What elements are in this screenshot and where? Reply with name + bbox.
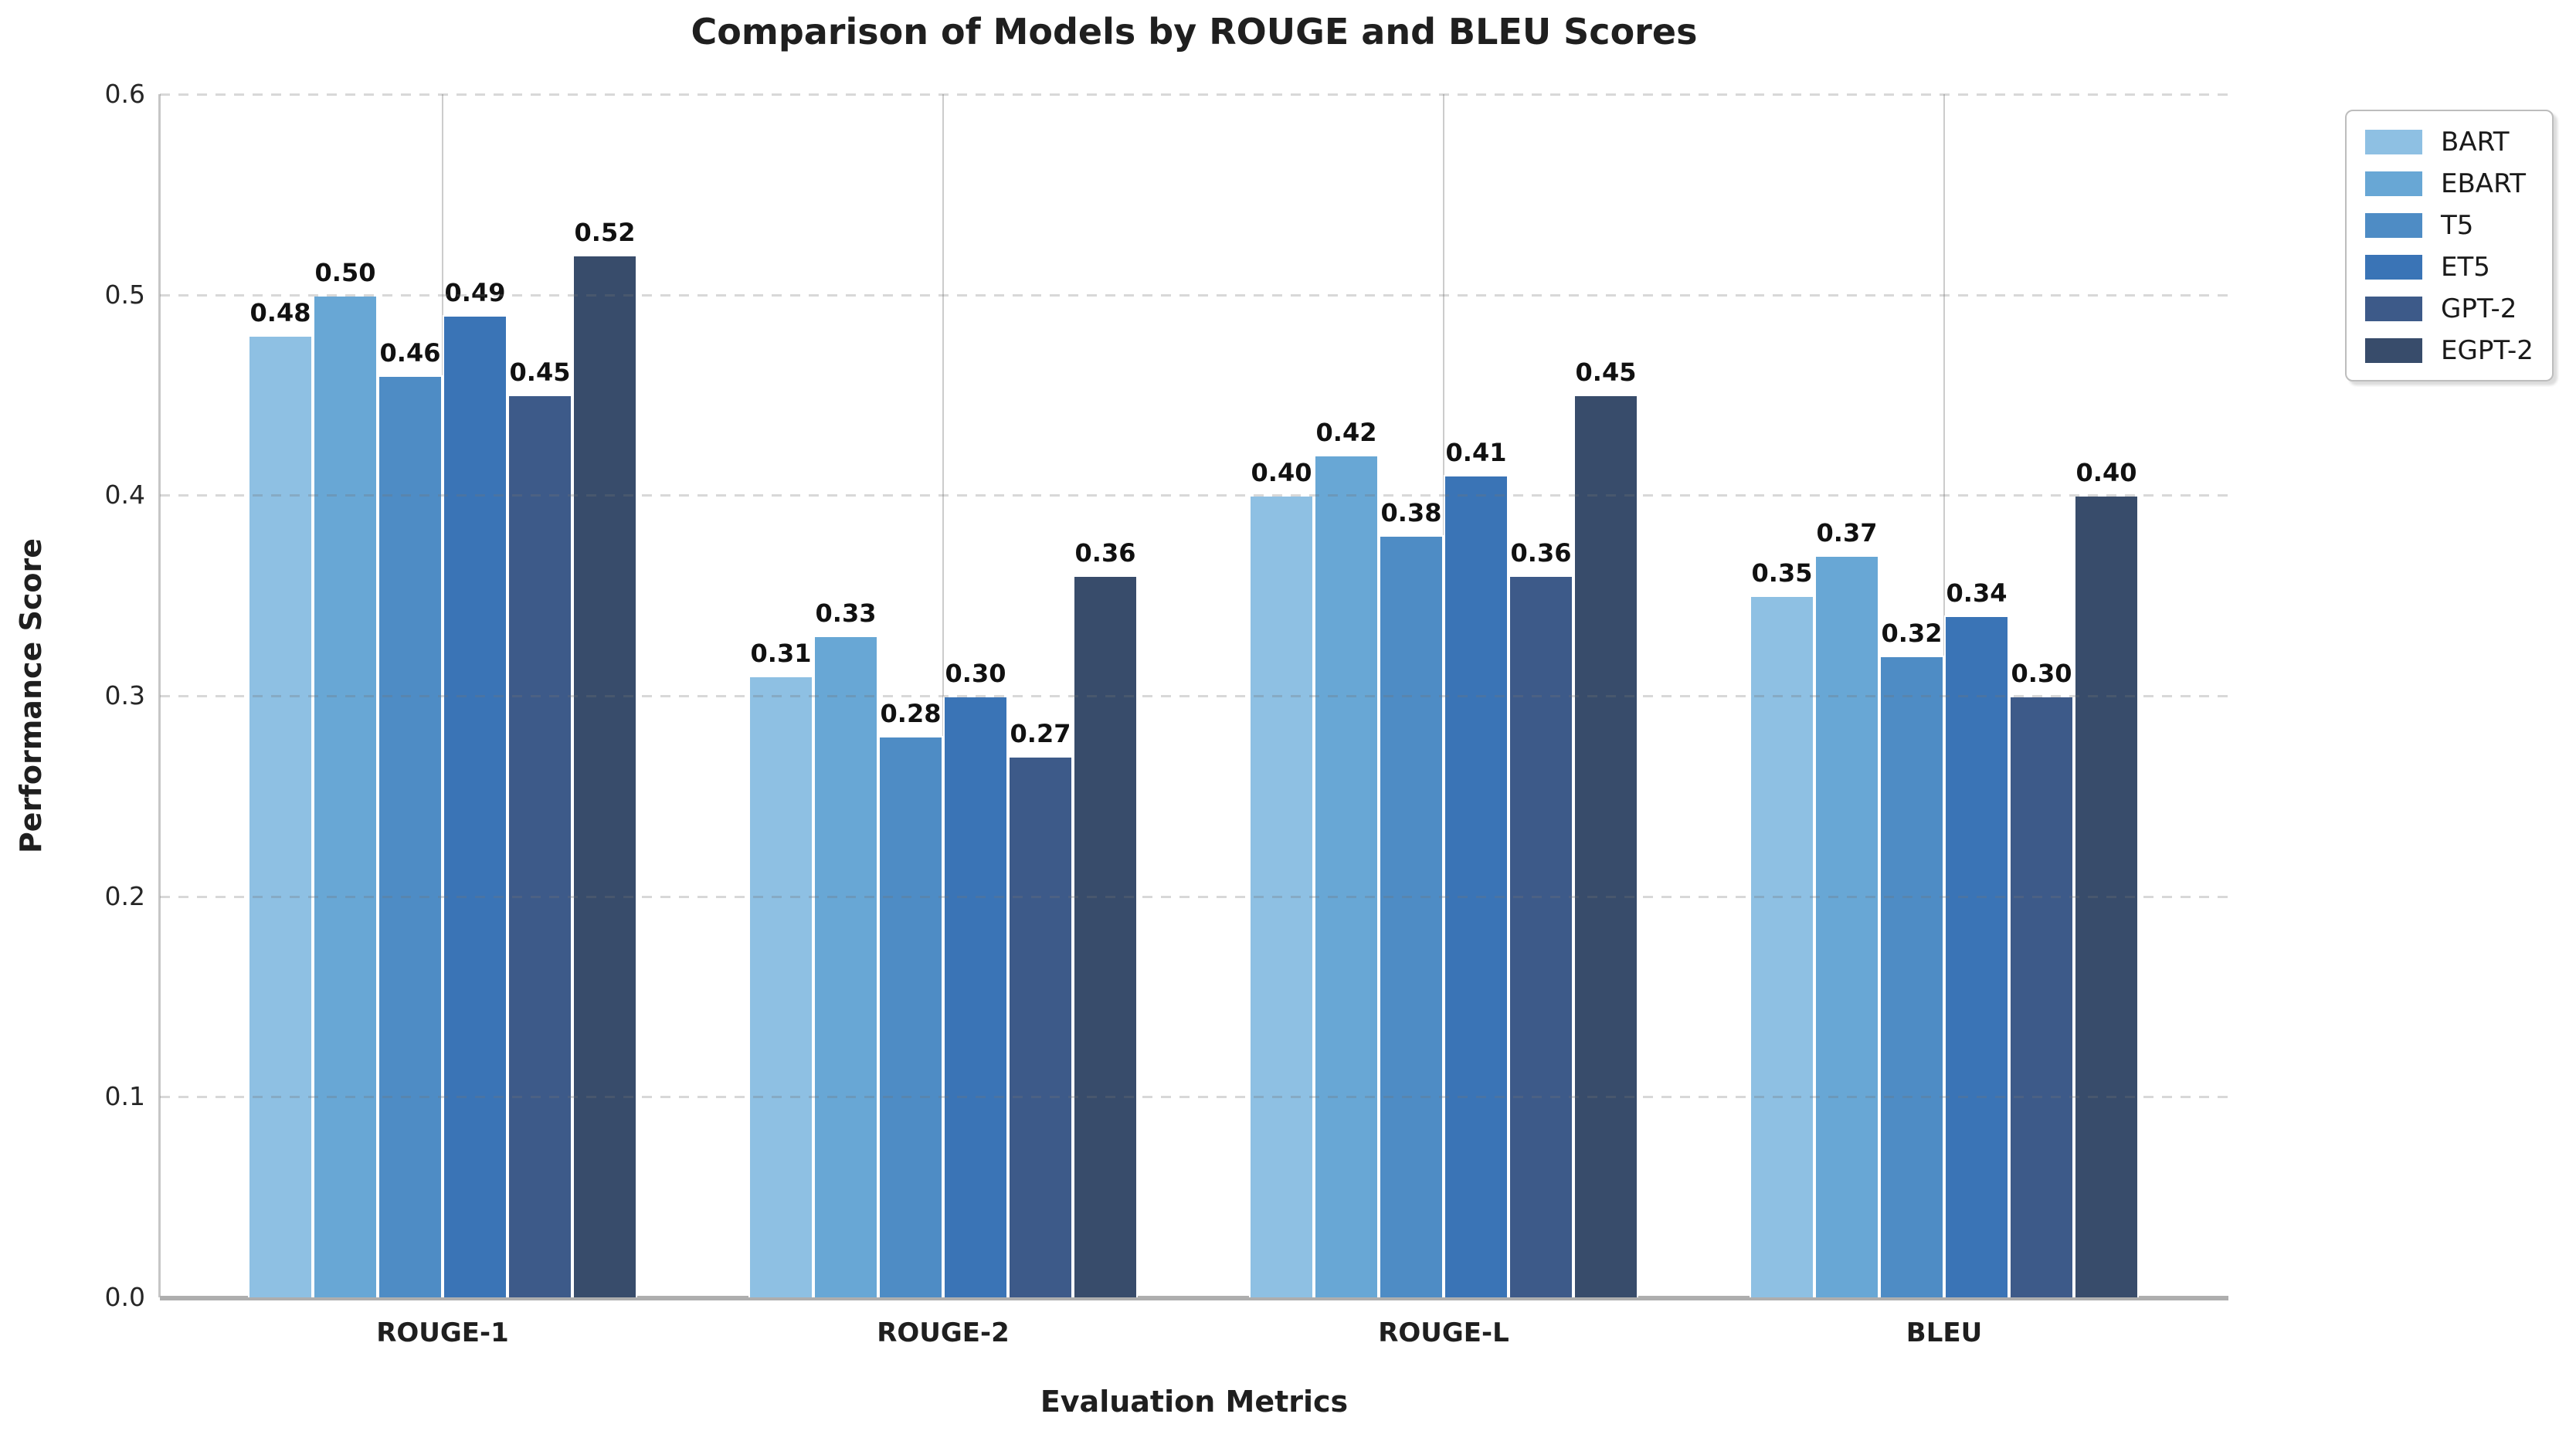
bar-value-label: 0.38: [1380, 498, 1442, 527]
legend-label: EGPT-2: [2441, 335, 2534, 366]
bar-value-label: 0.33: [815, 598, 877, 628]
bar-value-label: 0.41: [1445, 438, 1507, 467]
chart-title: Comparison of Models by ROUGE and BLEU S…: [691, 11, 1698, 53]
bar-et5-bleu: [1944, 615, 2009, 1297]
x-tick-label-rouge-1: ROUGE-1: [376, 1317, 509, 1348]
bar-group-rouge-l: 0.40 0.42 0.38 0.41 0.36 0.45: [1193, 94, 1694, 1297]
bar-value-label: 0.27: [1010, 719, 1071, 748]
legend-label: GPT-2: [2441, 293, 2517, 324]
bar-value-label: 0.28: [880, 699, 942, 728]
bar-value-label: 0.37: [1816, 518, 1878, 548]
bar-t5-rouge-l: [1379, 535, 1444, 1297]
legend-swatch: [2363, 211, 2425, 240]
x-tick-label-rouge-2: ROUGE-2: [877, 1317, 1010, 1348]
horizontal-gridline: [160, 695, 2228, 697]
legend: BART EBART T5 ET5 GPT-2 EGPT-2: [2345, 110, 2554, 381]
bar-value-label: 0.32: [1881, 619, 1943, 648]
bar-value-label: 0.40: [2075, 458, 2137, 487]
legend-item-egpt-2: EGPT-2: [2363, 335, 2534, 366]
bar-egpt-2-rouge-2: [1073, 575, 1138, 1297]
bar-value-label: 0.50: [314, 258, 376, 287]
bar-value-label: 0.36: [1510, 538, 1572, 568]
bar-value-label: 0.34: [1946, 578, 2008, 608]
bar-et5-rouge-1: [443, 315, 507, 1297]
bar-value-label: 0.35: [1751, 558, 1813, 588]
bar-value-label: 0.36: [1074, 538, 1136, 568]
x-axis-label: Evaluation Metrics: [1040, 1385, 1349, 1419]
legend-item-ebart: EBART: [2363, 168, 2534, 199]
bar-t5-bleu: [1879, 656, 1944, 1297]
legend-label: BART: [2441, 127, 2510, 158]
bar-egpt-2-rouge-1: [572, 255, 637, 1297]
legend-label: EBART: [2441, 168, 2526, 199]
bar-egpt-2-bleu: [2074, 495, 2139, 1297]
horizontal-gridline: [160, 896, 2228, 898]
y-axis-spine: [158, 94, 161, 1297]
bar-gpt-2-rouge-l: [1509, 575, 1573, 1297]
legend-item-gpt-2: GPT-2: [2363, 293, 2534, 324]
legend-label: T5: [2441, 210, 2474, 241]
y-tick-label-0.3: 0.3: [104, 680, 145, 710]
bar-ebart-bleu: [1814, 555, 1879, 1297]
bar-value-label: 0.30: [945, 659, 1006, 688]
y-tick-label-0.1: 0.1: [104, 1081, 145, 1111]
y-tick-label-0.6: 0.6: [104, 79, 145, 109]
bar-value-label: 0.52: [574, 218, 636, 247]
bar-value-label: 0.42: [1315, 418, 1377, 447]
y-tick-label-0.0: 0.0: [104, 1282, 145, 1312]
bar-group-rouge-2: 0.31 0.33 0.28 0.30 0.27 0.36: [693, 94, 1193, 1297]
y-axis-label: Performance Score: [14, 537, 48, 854]
x-tick-label-bleu: BLEU: [1906, 1317, 1983, 1348]
bar-ebart-rouge-l: [1314, 455, 1379, 1297]
legend-swatch: [2363, 336, 2425, 365]
bar-value-label: 0.45: [1575, 358, 1637, 387]
bar-bart-bleu: [1750, 595, 1814, 1297]
bar-value-label: 0.40: [1251, 458, 1312, 487]
legend-swatch: [2363, 294, 2425, 324]
bar-value-label: 0.46: [379, 338, 441, 368]
plot-area: 0.48 0.50 0.46 0.49 0.45 0.52 0.31 0.33 0.28 0.30…: [160, 93, 2228, 1297]
legend-item-t5: T5: [2363, 210, 2534, 241]
bar-value-label: 0.45: [509, 358, 571, 387]
horizontal-gridline: [160, 494, 2228, 497]
legend-swatch: [2363, 169, 2425, 198]
y-tick-label-0.2: 0.2: [104, 881, 145, 911]
legend-label: ET5: [2441, 252, 2490, 283]
x-tick-label-rouge-l: ROUGE-L: [1378, 1317, 1509, 1348]
horizontal-gridline: [160, 294, 2228, 297]
bar-t5-rouge-2: [878, 736, 943, 1297]
bar-ebart-rouge-2: [813, 636, 878, 1297]
bar-gpt-2-bleu: [2009, 696, 2074, 1297]
x-axis-spine: [160, 1296, 2228, 1300]
bar-value-label: 0.49: [444, 278, 506, 307]
legend-swatch: [2363, 253, 2425, 282]
legend-swatch: [2363, 127, 2425, 157]
bar-bart-rouge-l: [1249, 495, 1314, 1297]
bar-t5-rouge-1: [378, 375, 443, 1297]
bar-value-label: 0.48: [249, 298, 311, 327]
legend-item-et5: ET5: [2363, 252, 2534, 283]
bar-gpt-2-rouge-1: [507, 395, 572, 1297]
y-tick-label-0.5: 0.5: [104, 280, 145, 310]
bar-group-rouge-1: 0.48 0.50 0.46 0.49 0.45 0.52: [192, 94, 693, 1297]
bar-gpt-2-rouge-2: [1008, 756, 1073, 1297]
bar-bart-rouge-2: [748, 676, 813, 1297]
bar-bart-rouge-1: [248, 335, 313, 1297]
horizontal-gridline: [160, 93, 2228, 96]
bar-group-bleu: 0.35 0.37 0.32 0.34 0.30 0.40: [1694, 94, 2194, 1297]
bar-egpt-2-rouge-l: [1573, 395, 1638, 1297]
legend-item-bart: BART: [2363, 127, 2534, 158]
bar-et5-rouge-2: [943, 696, 1008, 1297]
horizontal-gridline: [160, 1096, 2228, 1098]
y-tick-label-0.4: 0.4: [104, 480, 145, 510]
bar-value-label: 0.30: [2011, 659, 2072, 688]
bar-ebart-rouge-1: [313, 295, 378, 1297]
bar-et5-rouge-l: [1444, 475, 1509, 1297]
bar-value-label: 0.31: [750, 639, 812, 668]
